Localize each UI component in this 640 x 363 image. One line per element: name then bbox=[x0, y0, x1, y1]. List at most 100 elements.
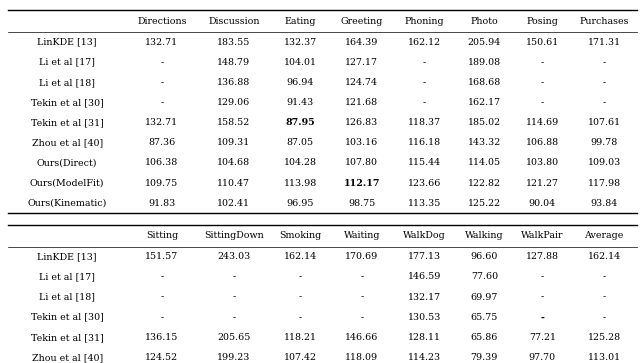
Text: Sitting: Sitting bbox=[146, 231, 178, 240]
Text: 106.38: 106.38 bbox=[145, 158, 179, 167]
Text: LinKDE [13]: LinKDE [13] bbox=[37, 37, 97, 46]
Text: 114.69: 114.69 bbox=[525, 118, 559, 127]
Text: 158.52: 158.52 bbox=[217, 118, 250, 127]
Text: 171.31: 171.31 bbox=[588, 37, 621, 46]
Text: 96.95: 96.95 bbox=[287, 199, 314, 208]
Text: 162.14: 162.14 bbox=[284, 252, 317, 261]
Text: 146.59: 146.59 bbox=[408, 272, 441, 281]
Text: 87.36: 87.36 bbox=[148, 138, 175, 147]
Text: 77.60: 77.60 bbox=[471, 272, 498, 281]
Text: Ours(ModelFit): Ours(ModelFit) bbox=[30, 179, 104, 188]
Text: 109.03: 109.03 bbox=[588, 158, 621, 167]
Text: -: - bbox=[541, 58, 544, 67]
Text: 91.43: 91.43 bbox=[287, 98, 314, 107]
Text: Li et al [18]: Li et al [18] bbox=[39, 293, 95, 302]
Text: 118.21: 118.21 bbox=[284, 333, 317, 342]
Text: -: - bbox=[541, 98, 544, 107]
Text: -: - bbox=[541, 272, 544, 281]
Text: 162.14: 162.14 bbox=[588, 252, 621, 261]
Text: 115.44: 115.44 bbox=[408, 158, 441, 167]
Text: Tekin et al [31]: Tekin et al [31] bbox=[31, 333, 104, 342]
Text: 124.52: 124.52 bbox=[145, 353, 179, 362]
Text: Average: Average bbox=[584, 231, 624, 240]
Text: 126.83: 126.83 bbox=[345, 118, 378, 127]
Text: 114.23: 114.23 bbox=[408, 353, 441, 362]
Text: -: - bbox=[161, 98, 164, 107]
Text: -: - bbox=[422, 78, 426, 87]
Text: 136.88: 136.88 bbox=[217, 78, 250, 87]
Text: 162.17: 162.17 bbox=[468, 98, 501, 107]
Text: 69.97: 69.97 bbox=[471, 293, 498, 302]
Text: 136.15: 136.15 bbox=[145, 333, 179, 342]
Text: 110.47: 110.47 bbox=[218, 179, 250, 188]
Text: 113.01: 113.01 bbox=[588, 353, 621, 362]
Text: 109.31: 109.31 bbox=[217, 138, 250, 147]
Text: 116.18: 116.18 bbox=[408, 138, 441, 147]
Text: -: - bbox=[360, 293, 364, 302]
Text: 98.75: 98.75 bbox=[348, 199, 376, 208]
Text: -: - bbox=[360, 313, 364, 322]
Text: -: - bbox=[602, 293, 605, 302]
Text: -: - bbox=[602, 78, 605, 87]
Text: -: - bbox=[299, 272, 302, 281]
Text: 87.05: 87.05 bbox=[287, 138, 314, 147]
Text: -: - bbox=[232, 293, 236, 302]
Text: Ours(Kinematic): Ours(Kinematic) bbox=[28, 199, 107, 208]
Text: -: - bbox=[161, 78, 164, 87]
Text: 99.78: 99.78 bbox=[591, 138, 618, 147]
Text: 132.37: 132.37 bbox=[284, 37, 317, 46]
Text: 109.75: 109.75 bbox=[145, 179, 179, 188]
Text: 132.17: 132.17 bbox=[408, 293, 441, 302]
Text: 65.86: 65.86 bbox=[471, 333, 498, 342]
Text: 103.80: 103.80 bbox=[526, 158, 559, 167]
Text: 130.53: 130.53 bbox=[408, 313, 441, 322]
Text: 205.65: 205.65 bbox=[217, 333, 250, 342]
Text: 112.17: 112.17 bbox=[344, 179, 380, 188]
Text: 148.79: 148.79 bbox=[217, 58, 250, 67]
Text: 107.61: 107.61 bbox=[588, 118, 621, 127]
Text: 121.27: 121.27 bbox=[526, 179, 559, 188]
Text: Ours(Direct): Ours(Direct) bbox=[37, 158, 97, 167]
Text: 91.83: 91.83 bbox=[148, 199, 175, 208]
Text: Phoning: Phoning bbox=[404, 17, 444, 25]
Text: -: - bbox=[540, 313, 544, 322]
Text: 129.06: 129.06 bbox=[217, 98, 250, 107]
Text: 103.16: 103.16 bbox=[345, 138, 378, 147]
Text: 125.28: 125.28 bbox=[588, 333, 621, 342]
Text: Posing: Posing bbox=[527, 17, 558, 25]
Text: 118.37: 118.37 bbox=[408, 118, 441, 127]
Text: LinKDE [13]: LinKDE [13] bbox=[37, 252, 97, 261]
Text: Li et al [17]: Li et al [17] bbox=[39, 272, 95, 281]
Text: SittingDown: SittingDown bbox=[204, 231, 264, 240]
Text: Purchases: Purchases bbox=[579, 17, 629, 25]
Text: 118.09: 118.09 bbox=[345, 353, 378, 362]
Text: Tekin et al [31]: Tekin et al [31] bbox=[31, 118, 104, 127]
Text: 132.71: 132.71 bbox=[145, 37, 179, 46]
Text: 107.80: 107.80 bbox=[345, 158, 378, 167]
Text: 199.23: 199.23 bbox=[217, 353, 250, 362]
Text: 121.68: 121.68 bbox=[345, 98, 378, 107]
Text: -: - bbox=[161, 313, 164, 322]
Text: 104.68: 104.68 bbox=[217, 158, 250, 167]
Text: 97.70: 97.70 bbox=[529, 353, 556, 362]
Text: 96.94: 96.94 bbox=[287, 78, 314, 87]
Text: 127.88: 127.88 bbox=[526, 252, 559, 261]
Text: 162.12: 162.12 bbox=[408, 37, 441, 46]
Text: Smoking: Smoking bbox=[279, 231, 321, 240]
Text: Tekin et al [30]: Tekin et al [30] bbox=[31, 313, 104, 322]
Text: 205.94: 205.94 bbox=[468, 37, 501, 46]
Text: -: - bbox=[299, 293, 302, 302]
Text: 183.55: 183.55 bbox=[217, 37, 250, 46]
Text: 243.03: 243.03 bbox=[217, 252, 250, 261]
Text: 164.39: 164.39 bbox=[345, 37, 378, 46]
Text: -: - bbox=[161, 272, 164, 281]
Text: 150.61: 150.61 bbox=[525, 37, 559, 46]
Text: Li et al [18]: Li et al [18] bbox=[39, 78, 95, 87]
Text: Li et al [17]: Li et al [17] bbox=[39, 58, 95, 67]
Text: Photo: Photo bbox=[470, 17, 499, 25]
Text: 117.98: 117.98 bbox=[588, 179, 621, 188]
Text: 102.41: 102.41 bbox=[218, 199, 250, 208]
Text: Waiting: Waiting bbox=[344, 231, 380, 240]
Text: 93.84: 93.84 bbox=[591, 199, 618, 208]
Text: 106.88: 106.88 bbox=[526, 138, 559, 147]
